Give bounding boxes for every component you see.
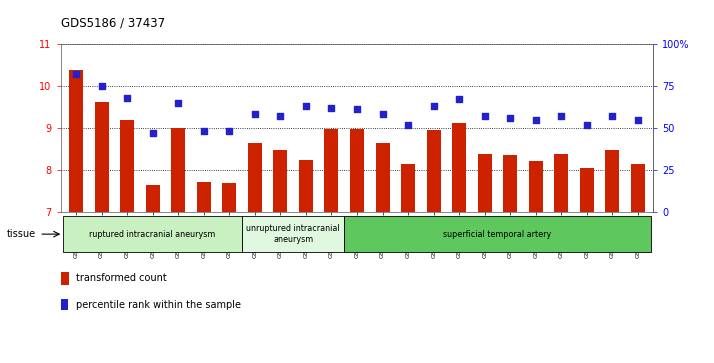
Point — [581, 122, 593, 127]
Point — [326, 105, 337, 111]
Point — [555, 113, 567, 119]
Bar — [120, 120, 134, 212]
Bar — [605, 150, 620, 212]
Bar — [197, 182, 211, 212]
Bar — [248, 143, 262, 212]
Text: ruptured intracranial aneurysm: ruptured intracranial aneurysm — [89, 230, 216, 238]
Text: transformed count: transformed count — [76, 273, 167, 284]
Point — [147, 130, 159, 136]
Bar — [222, 183, 236, 212]
Point — [300, 103, 311, 109]
Bar — [324, 129, 338, 212]
Point — [121, 95, 133, 101]
Bar — [478, 154, 492, 212]
Point — [428, 103, 439, 109]
Point — [607, 113, 618, 119]
Point — [351, 106, 363, 112]
Text: GDS5186 / 37437: GDS5186 / 37437 — [61, 16, 165, 29]
Bar — [69, 70, 83, 212]
Point — [223, 129, 235, 134]
Text: tissue: tissue — [7, 229, 36, 239]
Bar — [401, 164, 415, 212]
Bar — [426, 130, 441, 212]
Point — [96, 83, 107, 89]
Text: unruptured intracranial
aneurysm: unruptured intracranial aneurysm — [246, 224, 340, 244]
Bar — [350, 129, 364, 212]
Point — [453, 96, 465, 102]
Point — [70, 71, 81, 77]
Bar — [273, 150, 288, 212]
Point — [403, 122, 414, 127]
Bar — [146, 185, 160, 212]
Text: percentile rank within the sample: percentile rank within the sample — [76, 300, 241, 310]
Point — [633, 117, 644, 122]
Text: superficial temporal artery: superficial temporal artery — [443, 230, 552, 238]
Bar — [631, 164, 645, 212]
Point — [505, 115, 516, 121]
Point — [479, 113, 491, 119]
Bar — [376, 143, 390, 212]
Bar — [529, 161, 543, 212]
Bar — [554, 154, 568, 212]
Bar — [94, 102, 109, 212]
Bar — [452, 123, 466, 212]
Bar — [171, 128, 185, 212]
Point — [173, 100, 184, 106]
Bar — [503, 155, 517, 212]
Point — [377, 111, 388, 117]
Bar — [580, 168, 594, 212]
Bar — [299, 160, 313, 212]
Point — [249, 111, 261, 117]
Point — [275, 113, 286, 119]
Point — [198, 129, 209, 134]
Point — [530, 117, 541, 122]
